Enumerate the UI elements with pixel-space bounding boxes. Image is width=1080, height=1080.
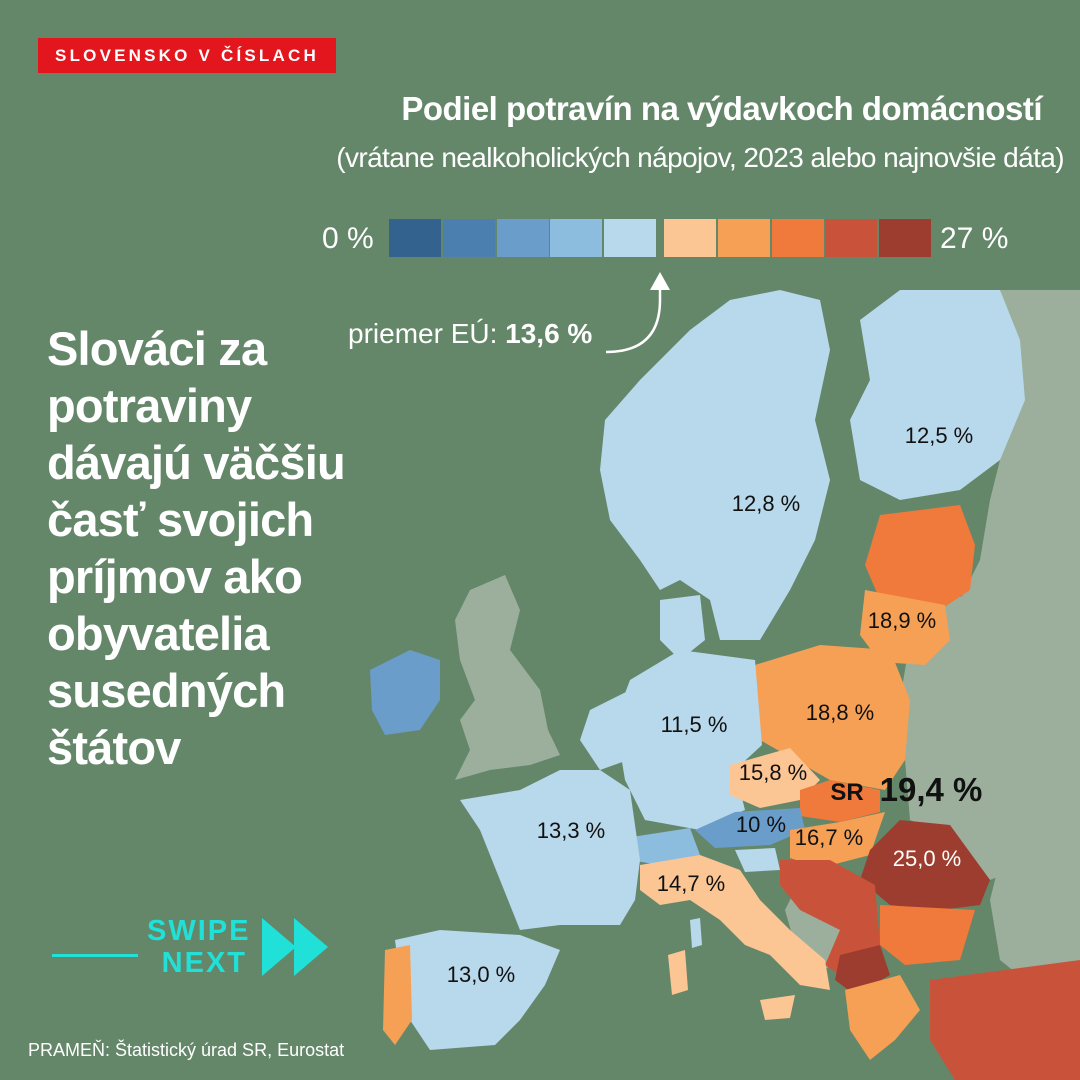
country-spain <box>395 930 560 1050</box>
country-lithuania <box>860 590 950 665</box>
label-hungary: 16,7 % <box>795 825 864 850</box>
country-greece <box>845 975 920 1060</box>
label-romania: 25,0 % <box>893 846 962 871</box>
legend-swatch <box>604 219 657 257</box>
legend-swatch <box>496 219 549 257</box>
legend-swatch <box>825 219 878 257</box>
label-slovakia-value: 19,4 % <box>880 771 983 808</box>
swipe-line <box>52 954 138 957</box>
country-bulgaria <box>880 905 975 965</box>
next-label: NEXT <box>161 947 247 979</box>
source-note: PRAMEŇ: Štatistický úrad SR, Eurostat <box>28 1040 345 1060</box>
country-ireland <box>370 650 440 735</box>
country-switzerland <box>625 828 700 865</box>
label-spain: 13,0 % <box>447 962 516 987</box>
belarus-ukraine-region <box>900 590 1060 880</box>
swipe-next-button[interactable]: SWIPE NEXT <box>147 915 251 979</box>
label-austria: 10 % <box>736 812 786 837</box>
country-romania <box>860 820 990 910</box>
country-czechia <box>730 748 820 808</box>
country-sicily <box>760 995 795 1020</box>
country-norway-sweden <box>600 290 830 640</box>
legend-swatch <box>771 219 824 257</box>
country-italy <box>640 855 830 990</box>
label-czechia: 15,8 % <box>739 760 808 785</box>
page-subtitle: (vrátane nealkoholických nápojov, 2023 a… <box>336 142 1064 173</box>
headline: Slováci za potraviny dávajú väčšiu časť … <box>47 322 346 774</box>
country-slovakia <box>800 780 880 822</box>
legend-swatch <box>717 219 770 257</box>
label-finland: 12,5 % <box>905 423 974 448</box>
swipe-arrow-icon-2[interactable] <box>294 918 328 976</box>
legend-swatch <box>879 219 932 257</box>
legend-swatch <box>663 219 716 257</box>
country-portugal <box>383 945 412 1045</box>
category-badge: SLOVENSKO V ČÍSLACH <box>38 38 336 73</box>
legend-swatch <box>389 219 441 257</box>
label-france: 13,3 % <box>537 818 606 843</box>
swipe-arrow-icon-1[interactable] <box>262 918 296 976</box>
country-france <box>460 770 640 930</box>
country-sardinia <box>668 950 688 995</box>
country-austria <box>695 808 805 848</box>
legend-swatch <box>550 219 603 257</box>
label-germany: 11,5 % <box>661 712 728 737</box>
eu-average-note: priemer EÚ: 13,6 % <box>348 318 592 350</box>
country-baltics-north <box>865 505 975 610</box>
legend-min-label: 0 % <box>322 222 374 255</box>
legend-max-label: 27 % <box>940 222 1009 255</box>
page-title: Podiel potravín na výdavkoch domácností <box>401 90 1042 127</box>
label-italy: 14,7 % <box>657 871 726 896</box>
label-sweden: 12,8 % <box>732 491 801 516</box>
label-poland: 18,8 % <box>806 700 875 725</box>
swipe-label: SWIPE <box>147 915 251 947</box>
eu-average-prefix: priemer EÚ: <box>348 318 498 349</box>
label-slovakia-code: SR <box>830 779 863 806</box>
country-hungary <box>790 812 885 868</box>
country-benelux <box>580 690 630 770</box>
country-germany <box>615 650 762 830</box>
uk-region <box>455 575 560 780</box>
country-turkey <box>930 960 1080 1080</box>
eu-average-arrowhead <box>650 272 670 290</box>
country-denmark <box>660 595 705 660</box>
eu-average-value: 13,6 % <box>505 318 593 349</box>
country-finland <box>850 290 1025 500</box>
color-legend <box>389 219 933 257</box>
country-slovenia <box>735 848 780 872</box>
legend-swatch <box>442 219 495 257</box>
country-corsica <box>690 918 702 948</box>
eu-average-arrow <box>605 276 662 354</box>
label-lithuania: 18,9 % <box>868 608 937 633</box>
